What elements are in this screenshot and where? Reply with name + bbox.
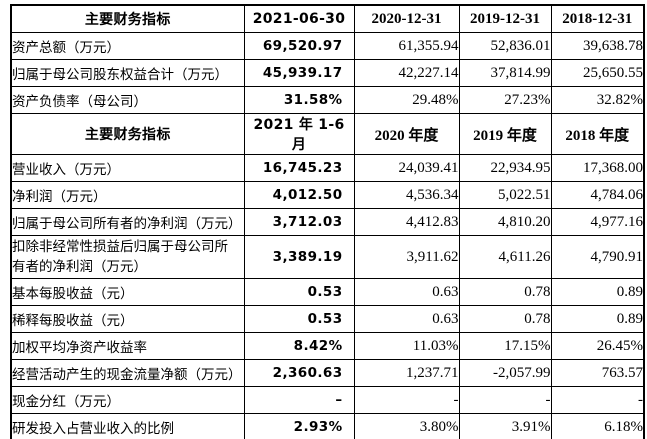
value-cell: 17,368.00 [550, 154, 645, 182]
value-cell: 31.58% [243, 86, 355, 114]
section1-header-2020-cell: 2020-12-31 [353, 4, 460, 33]
row-label-cell: 经营活动产生的现金流量净额（万元） [10, 359, 245, 387]
value-cell: 39,638.78 [550, 32, 645, 60]
section2-header-indicator-cell: 主要财务指标 [10, 113, 245, 155]
value-cell: 763.57 [550, 359, 645, 387]
value-cell: 52,836.01 [458, 32, 552, 60]
value-cell: 4,536.34 [353, 181, 460, 209]
value-cell: 0.53 [243, 305, 355, 333]
row-label-cell: 研发投入占营业收入的比例 [10, 413, 245, 439]
table-row-parent-net-profit: 归属于母公司所有者的净利润（万元） 3,712.03 4,412.83 4,81… [10, 208, 645, 236]
value-cell: 37,814.99 [458, 59, 552, 87]
section1-header-2021-cell: 2021-06-30 [243, 4, 355, 33]
value-cell: 4,784.06 [550, 181, 645, 209]
value-cell: 3,911.62 [353, 235, 460, 279]
value-cell: 2,360.63 [243, 359, 355, 387]
value-cell: 0.53 [243, 278, 355, 306]
table-row-diluted-eps: 稀释每股收益（元） 0.53 0.63 0.78 0.89 [10, 305, 645, 333]
value-cell: 0.89 [550, 305, 645, 333]
table-row-total-assets: 资产总额（万元） 69,520.97 61,355.94 52,836.01 3… [10, 32, 645, 60]
row-label-cell: 资产总额（万元） [10, 32, 245, 60]
row-label-cell: 基本每股收益（元） [10, 278, 245, 306]
value-cell: 0.63 [353, 278, 460, 306]
value-cell: 4,611.26 [458, 235, 552, 279]
row-label-cell: 资产负债率（母公司） [10, 86, 245, 114]
row-label-cell: 营业收入（万元） [10, 154, 245, 182]
value-cell: - [550, 386, 645, 414]
table-row-net-profit-excl-nonrecurring: 扣除非经常性损益后归属于母公司所 有者的净利润（万元） 3,389.19 3,9… [10, 235, 645, 279]
value-cell: 4,977.16 [550, 208, 645, 236]
value-cell: 0.89 [550, 278, 645, 306]
section2-header-2020-cell: 2020 年度 [353, 113, 460, 155]
value-cell: 0.78 [458, 278, 552, 306]
table-row-weighted-avg-roe: 加权平均净资产收益率 8.42% 11.03% 17.15% 26.45% [10, 332, 645, 360]
row-label-cell: 现金分红（万元） [10, 386, 245, 414]
section1-header-row: 主要财务指标 2021-06-30 2020-12-31 2019-12-31 … [10, 4, 645, 33]
table-row-debt-ratio: 资产负债率（母公司） 31.58% 29.48% 27.23% 32.82% [10, 86, 645, 114]
row-label-cell: 稀释每股收益（元） [10, 305, 245, 333]
section2-header-2021-cell: 2021 年 1-6 月 [243, 113, 355, 155]
value-cell: 4,790.91 [550, 235, 645, 279]
value-cell: 8.42% [243, 332, 355, 360]
row-label-cell: 扣除非经常性损益后归属于母公司所 有者的净利润（万元） [10, 235, 245, 279]
value-cell: - [458, 386, 552, 414]
value-cell: 1,237.71 [353, 359, 460, 387]
value-cell: 22,934.95 [458, 154, 552, 182]
section1-header-indicator-cell: 主要财务指标 [10, 4, 245, 33]
section2-header-2019-cell: 2019 年度 [458, 113, 552, 155]
value-cell: 11.03% [353, 332, 460, 360]
table-row-operating-cash-flow: 经营活动产生的现金流量净额（万元） 2,360.63 1,237.71 -2,0… [10, 359, 645, 387]
value-cell: - [353, 386, 460, 414]
value-cell: 3.91% [458, 413, 552, 439]
value-cell: 45,939.17 [243, 59, 355, 87]
value-cell: 69,520.97 [243, 32, 355, 60]
value-cell: 27.23% [458, 86, 552, 114]
value-cell: 4,412.83 [353, 208, 460, 236]
row-label-cell: 归属于母公司所有者的净利润（万元） [10, 208, 245, 236]
table-row-rd-revenue-ratio: 研发投入占营业收入的比例 2.93% 3.80% 3.91% 6.18% [10, 413, 645, 439]
value-cell: 3.80% [353, 413, 460, 439]
value-cell: 4,810.20 [458, 208, 552, 236]
section2-header-2018-cell: 2018 年度 [550, 113, 645, 155]
value-cell: 0.78 [458, 305, 552, 333]
value-cell: 4,012.50 [243, 181, 355, 209]
value-cell: 42,227.14 [353, 59, 460, 87]
value-cell: 3,712.03 [243, 208, 355, 236]
financial-indicators-table: 主要财务指标 2021-06-30 2020-12-31 2019-12-31 … [10, 4, 645, 439]
value-cell: 6.18% [550, 413, 645, 439]
value-cell: 61,355.94 [353, 32, 460, 60]
value-cell: 3,389.19 [243, 235, 355, 279]
row-label-cell: 净利润（万元） [10, 181, 245, 209]
section1-header-2018-cell: 2018-12-31 [550, 4, 645, 33]
value-cell: 24,039.41 [353, 154, 460, 182]
value-cell: – [243, 386, 355, 414]
value-cell: 32.82% [550, 86, 645, 114]
value-cell: -2,057.99 [458, 359, 552, 387]
section2-header-row: 主要财务指标 2021 年 1-6 月 2020 年度 2019 年度 2018… [10, 113, 645, 155]
table-row-basic-eps: 基本每股收益（元） 0.53 0.63 0.78 0.89 [10, 278, 645, 306]
value-cell: 0.63 [353, 305, 460, 333]
value-cell: 17.15% [458, 332, 552, 360]
value-cell: 2.93% [243, 413, 355, 439]
value-cell: 16,745.23 [243, 154, 355, 182]
value-cell: 5,022.51 [458, 181, 552, 209]
table-row-cash-dividend: 现金分红（万元） – - - - [10, 386, 645, 414]
value-cell: 25,650.55 [550, 59, 645, 87]
table-row-net-profit: 净利润（万元） 4,012.50 4,536.34 5,022.51 4,784… [10, 181, 645, 209]
value-cell: 29.48% [353, 86, 460, 114]
table-row-operating-revenue: 营业收入（万元） 16,745.23 24,039.41 22,934.95 1… [10, 154, 645, 182]
value-cell: 26.45% [550, 332, 645, 360]
row-label-cell: 加权平均净资产收益率 [10, 332, 245, 360]
table-row-parent-equity: 归属于母公司股东权益合计（万元） 45,939.17 42,227.14 37,… [10, 59, 645, 87]
section1-header-2019-cell: 2019-12-31 [458, 4, 552, 33]
row-label-cell: 归属于母公司股东权益合计（万元） [10, 59, 245, 87]
